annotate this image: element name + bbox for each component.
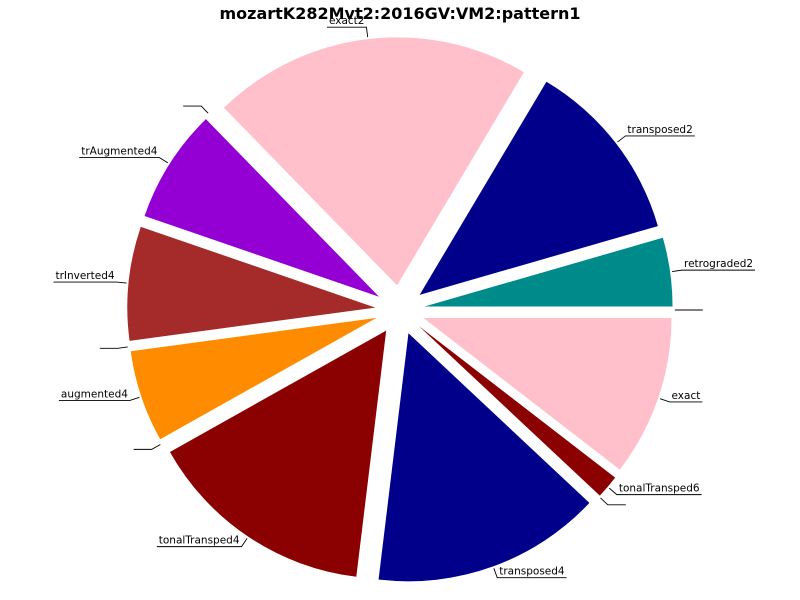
slice-label-transposed-4: transposed4 <box>499 566 565 578</box>
leader-line-transposed-4 <box>493 568 567 579</box>
slice-label-retrograded-2: retrograded2 <box>684 258 753 270</box>
pie-slice-tonal-transped-4 <box>169 330 387 577</box>
slice-label-augmented-4: augmented4 <box>61 388 128 400</box>
pie-slice-transposed-4 <box>378 333 590 582</box>
leader-line-transposed-2 <box>617 135 695 143</box>
slice-label-tonal-transped-4: tonalTransped4 <box>159 535 240 547</box>
leader-line-exact-2 <box>326 26 369 38</box>
slice-label-tr-augmented-4: trAugmented4 <box>81 146 158 158</box>
leader-line-tr-augmented-4 <box>79 157 169 164</box>
slice-label-exact: exact <box>672 390 701 402</box>
leader-line-tr-inverted-4 <box>53 281 127 284</box>
leader-line-retrograded-2 <box>672 269 756 272</box>
pie-slice-tr-inverted-4 <box>127 226 376 341</box>
leader-line-augmented-4 <box>58 396 140 401</box>
pie-slice-exact-2 <box>223 37 524 286</box>
label-group: retrograded2 transposed2 exact2 trAugmented… <box>53 15 756 579</box>
pie-slice-exact <box>423 318 672 470</box>
slice-label-tonal-transped-6: tonalTransped6 <box>619 483 700 495</box>
leader-line-exact <box>659 398 703 403</box>
pie-slice-tonal-transped-6 <box>418 326 616 496</box>
pie-slice-retrograded-2 <box>424 237 673 307</box>
pie-slice-transposed-2 <box>419 81 658 295</box>
leader-line-empty-11 <box>600 497 626 506</box>
slice-group <box>127 37 673 582</box>
slice-label-transposed-2: transposed2 <box>627 124 692 136</box>
leader-line-empty-6 <box>99 346 128 349</box>
leader-line-tonal-transped-6 <box>608 487 702 496</box>
pie-slice-augmented-4 <box>130 317 377 440</box>
chart-title: mozartK282Mvt2:2016GV:VM2:pattern1 <box>219 4 580 23</box>
slice-label-exact-2: exact2 <box>329 15 365 27</box>
pie-slice-tr-augmented-4 <box>144 119 380 297</box>
slice-label-tr-inverted-4: trInverted4 <box>55 270 114 282</box>
leader-line-empty-8 <box>133 444 161 450</box>
leader-line-tonal-transped-4 <box>156 538 248 548</box>
leader-line-empty-3 <box>183 105 209 114</box>
